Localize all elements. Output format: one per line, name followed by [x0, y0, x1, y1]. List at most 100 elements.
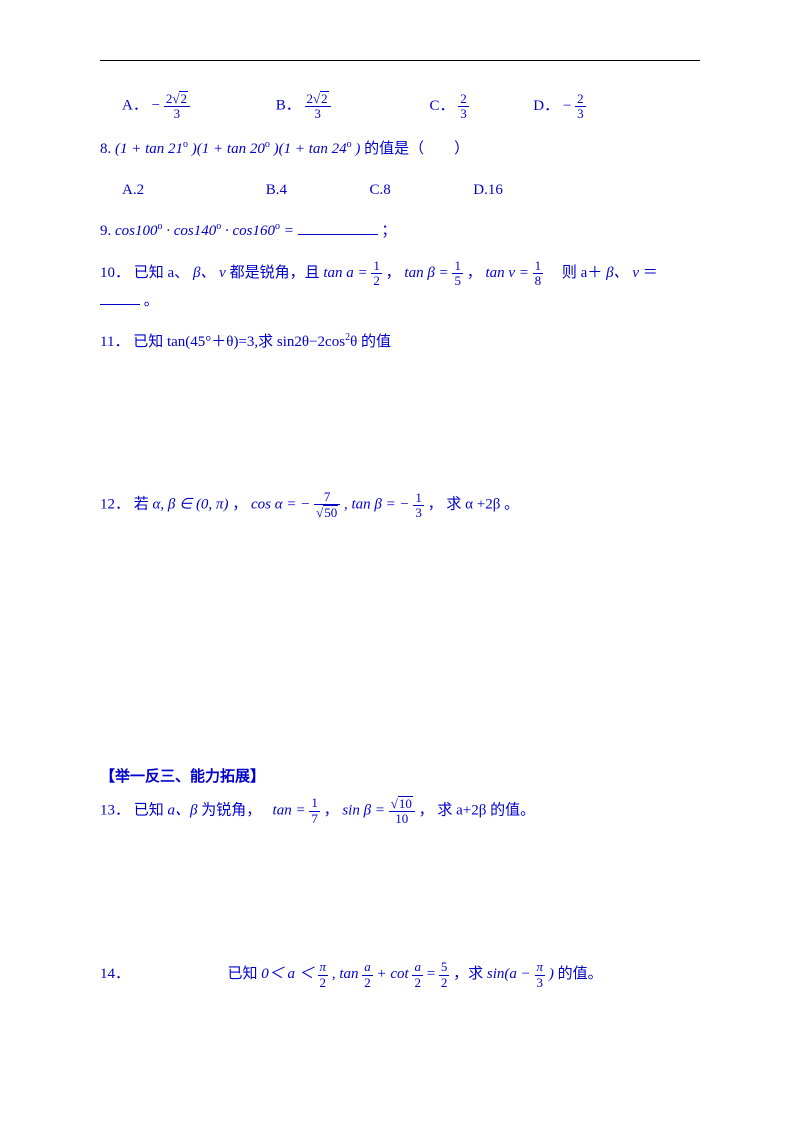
- q11: 11． 已知 tan(45°＋θ)=3,求 sin2θ−2cos2θ 的值: [100, 329, 700, 356]
- q8-choice-b: B.4: [266, 177, 366, 204]
- q12-tan-num: 1: [413, 491, 424, 506]
- gap-3: [100, 840, 700, 960]
- q14-c1pre: 0＜ a ＜: [261, 967, 314, 983]
- q8-choice-a: A.2: [122, 177, 262, 204]
- q10-tailnu: ν: [632, 265, 639, 281]
- option-d: D． − 2 3: [533, 92, 585, 122]
- q14-c2mid: + cot: [376, 967, 408, 983]
- option-b-frac: 22 3: [305, 91, 331, 122]
- q10-tanb-frac: 15: [452, 259, 463, 289]
- q9-blank: [298, 219, 378, 235]
- q10-sep1: ，: [386, 265, 401, 281]
- q10-tanb-num: 1: [452, 259, 463, 274]
- q12-range: α, β ∈ (0, π): [153, 497, 229, 513]
- q8-p0: (1 + tan 21: [115, 141, 183, 157]
- section-heading: 【举一反三、能力拓展】: [100, 765, 700, 786]
- option-c-label: C．: [430, 98, 455, 114]
- q10-tanv-num: 1: [533, 259, 544, 274]
- q12-tan-frac: 13: [413, 491, 424, 521]
- option-b: B． 22 3: [276, 91, 426, 122]
- q14-t-den: 3: [535, 976, 546, 990]
- q8-number: 8.: [100, 141, 111, 157]
- q14-number: 14．: [100, 967, 130, 983]
- option-a-den: 3: [164, 107, 190, 121]
- q14-t-num: π: [535, 960, 546, 975]
- option-d-frac: 2 3: [575, 92, 586, 122]
- q13-tail: 求 a+2β 的值。: [437, 803, 535, 819]
- q13-sin-den: 10: [389, 812, 415, 826]
- q13-number: 13．: [100, 803, 130, 819]
- q10-tana-frac: 12: [371, 259, 382, 289]
- q14-tpre: sin(a −: [487, 967, 535, 983]
- option-c-num: 2: [458, 92, 469, 107]
- q10-number: 10．: [100, 265, 130, 281]
- q10-tanv-frac: 18: [533, 259, 544, 289]
- q14-c1-num: π: [318, 960, 329, 975]
- q13-sin-frac: 10 10: [389, 796, 415, 827]
- q11-number: 11．: [100, 334, 129, 350]
- q9-number: 9.: [100, 223, 111, 239]
- q14-lead: 已知: [228, 967, 258, 983]
- option-d-sign: −: [563, 98, 571, 114]
- option-b-label: B．: [276, 98, 301, 114]
- q13-tan-lhs: tan =: [273, 803, 306, 819]
- q8: 8. (1 + tan 21o )(1 + tan 20o )(1 + tan …: [100, 136, 700, 163]
- q14-c1-den: 2: [318, 976, 329, 990]
- q10-tana-num: 1: [371, 259, 382, 274]
- q8-choice-d: D.16: [473, 177, 503, 204]
- option-d-num: 2: [575, 92, 586, 107]
- gap-2: [100, 535, 700, 735]
- q14-c2f1-num: a: [362, 960, 373, 975]
- q13-comma: ，: [419, 803, 434, 819]
- q12-tail: 求 α +2β 。: [446, 497, 519, 513]
- option-a-label: A．: [122, 98, 148, 114]
- option-b-den: 3: [305, 107, 331, 121]
- q12: 12． 若 α, β ∈ (0, π) ， cos α = − 7 50 , t…: [100, 490, 700, 521]
- q13-sin-lhs: sin β =: [342, 803, 385, 819]
- option-a: A． − 22 3: [122, 91, 272, 122]
- q8-p2: )(1 + tan 20: [188, 141, 265, 157]
- q9-punct: ；: [381, 223, 396, 239]
- q14-c2f3: 52: [439, 960, 450, 990]
- q12-c3: ，: [428, 497, 443, 513]
- q13-sep: ，: [324, 803, 339, 819]
- q14: 14． 已知 0＜ a ＜ π2 , tan a2 + cot a2 = 52 …: [100, 960, 700, 990]
- q14-c2f3-den: 2: [439, 976, 450, 990]
- q12-tan-den: 3: [413, 506, 424, 520]
- q9-p0: cos100: [115, 223, 158, 239]
- q10-nu: ν: [219, 265, 226, 281]
- q14-c2f3-num: 5: [439, 960, 450, 975]
- q14-c2eq: =: [427, 967, 439, 983]
- q10: 10． 已知 a、 β、 ν 都是锐角，且 tan a = 12 ， tan β…: [100, 259, 700, 316]
- options-row: A． − 22 3 B． 22 3 C． 2 3 D． − 2: [100, 91, 700, 122]
- q10-tanv-lhs: tan ν =: [485, 265, 528, 281]
- q14-tpost: ): [549, 967, 554, 983]
- q13-tan-den: 7: [309, 812, 320, 826]
- q14-c2f1: a2: [362, 960, 373, 990]
- q8-p6: ): [352, 141, 361, 157]
- q10-blank: [100, 289, 140, 305]
- q9-p2: · cos140: [163, 223, 217, 239]
- q9-expr: cos100o · cos140o · cos160o =: [115, 223, 298, 239]
- gap-1: [100, 370, 700, 490]
- q10-lead: 已知 a、: [134, 265, 189, 281]
- q9-p6: =: [280, 223, 298, 239]
- q13: 13． 已知 a、β 为锐角， tan = 17 ， sin β = 10 10…: [100, 796, 700, 827]
- q9: 9. cos100o · cos140o · cos160o = ；: [100, 218, 700, 245]
- q13-vars: a、β: [168, 803, 198, 819]
- q10-tanb-den: 5: [452, 274, 463, 288]
- q14-c2f2-den: 2: [412, 976, 423, 990]
- q13-tan-num: 1: [309, 796, 320, 811]
- q10-beta: β、: [193, 265, 215, 281]
- q10-tail2: ＝: [643, 265, 658, 281]
- q9-p4: · cos160: [221, 223, 275, 239]
- option-a-sign: −: [152, 98, 160, 114]
- q10-mid1: 都是锐角，且: [230, 265, 320, 281]
- q8-expr: (1 + tan 21o )(1 + tan 20o )(1 + tan 24o…: [115, 141, 364, 157]
- q12-cos-lhs: cos α = −: [251, 497, 310, 513]
- q11-t2: θ 的值: [350, 334, 391, 350]
- q14-c2f2: a2: [412, 960, 423, 990]
- q10-tana-den: 2: [371, 274, 382, 288]
- q13-tan-frac: 17: [309, 796, 320, 826]
- q14-tail: 的值。: [558, 967, 603, 983]
